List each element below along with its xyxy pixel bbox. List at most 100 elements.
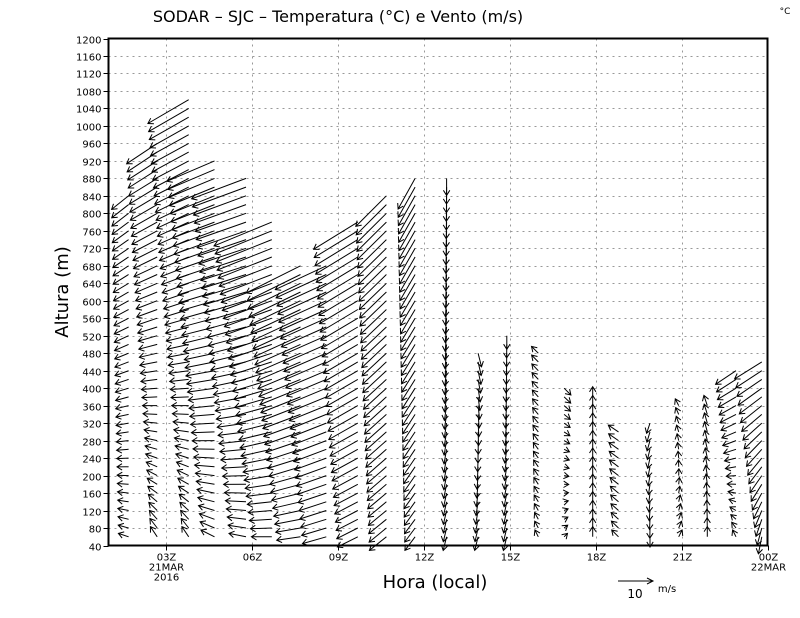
wind-vector — [397, 213, 416, 244]
wind-vector — [248, 291, 301, 319]
wind-vector — [197, 239, 247, 258]
wind-vector — [175, 265, 215, 281]
wind-vector — [111, 230, 129, 244]
wind-vector — [261, 405, 301, 423]
wind-vector — [230, 370, 272, 386]
wind-vector — [502, 440, 510, 456]
x-tick-label: 06Z — [243, 553, 263, 564]
wind-vector — [133, 265, 158, 278]
wind-vector — [743, 431, 763, 450]
wind-vector — [610, 520, 619, 529]
wind-vector — [747, 457, 763, 476]
wind-vector — [295, 475, 327, 488]
wind-vector — [284, 370, 327, 390]
wind-vector — [720, 431, 737, 440]
wind-vector — [127, 169, 158, 189]
wind-vector — [148, 116, 189, 141]
wind-vector — [745, 448, 763, 467]
wind-vector — [171, 410, 189, 418]
wind-vector — [442, 178, 451, 197]
wind-vector — [324, 378, 359, 399]
wind-vector — [263, 431, 301, 447]
wind-vector — [170, 204, 215, 224]
y-tick-label: 400 — [82, 385, 101, 396]
wind-vector — [502, 414, 510, 429]
wind-vector — [562, 507, 569, 515]
wind-vector — [200, 274, 247, 291]
wind-vector — [362, 387, 387, 410]
wind-vector — [189, 420, 215, 428]
wind-vector — [702, 446, 710, 459]
wind-vector — [111, 239, 129, 252]
wind-vector — [277, 291, 327, 316]
wind-vector — [403, 510, 416, 527]
wind-vector — [131, 239, 158, 254]
wind-vector — [561, 524, 569, 532]
wind-vector — [562, 489, 570, 497]
wind-vector — [225, 326, 272, 345]
wind-vector — [398, 248, 416, 277]
wind-vector — [360, 317, 387, 344]
wind-vector — [609, 494, 619, 503]
wind-vector — [214, 405, 247, 414]
wind-vector — [442, 300, 450, 318]
wind-column — [440, 178, 451, 552]
wind-vector — [291, 440, 327, 456]
wind-vector — [113, 335, 129, 344]
wind-vector — [589, 403, 597, 415]
wind-vector — [259, 387, 301, 407]
wind-vector — [355, 195, 387, 228]
wind-vector — [335, 527, 359, 540]
wind-vector — [196, 230, 247, 250]
wind-vector — [153, 177, 189, 198]
wind-vector — [442, 318, 450, 335]
wind-vector — [236, 413, 272, 426]
corner-unit-label: °C — [780, 7, 791, 17]
y-tick-label: 1200 — [76, 36, 101, 47]
wind-vector — [533, 511, 541, 520]
wind-vector — [561, 516, 569, 523]
wind-vector — [532, 441, 540, 450]
wind-vector — [675, 494, 683, 502]
wind-vector — [563, 396, 572, 404]
wind-vector — [474, 431, 483, 447]
wind-vector — [563, 446, 571, 454]
wind-vector — [476, 353, 484, 368]
y-tick-label: 440 — [82, 368, 101, 379]
y-tick-label: 280 — [82, 438, 101, 449]
wind-vector — [167, 177, 215, 199]
wind-vector — [139, 377, 158, 385]
wind-vector — [475, 405, 483, 421]
wind-vector — [364, 440, 387, 460]
wind-vector — [290, 422, 327, 439]
wind-vector — [751, 492, 763, 511]
wind-vector — [703, 499, 711, 511]
wind-column — [714, 370, 738, 538]
wind-vector — [530, 354, 539, 363]
wind-vector — [173, 247, 215, 265]
wind-vector — [441, 475, 449, 491]
wind-vector — [136, 317, 158, 327]
wind-vector — [137, 343, 158, 352]
wind-vector — [702, 403, 710, 415]
wind-vector — [362, 379, 387, 402]
y-tick-label: 720 — [82, 245, 101, 256]
wind-vector — [280, 326, 327, 349]
wind-vector — [138, 352, 158, 360]
wind-vector — [223, 489, 247, 497]
wind-vector — [215, 239, 272, 264]
wind-vector — [403, 466, 416, 485]
wind-vector — [112, 274, 129, 285]
wind-vector — [252, 326, 301, 351]
wind-vector — [145, 460, 158, 468]
wind-vector — [114, 370, 129, 378]
wind-vector — [735, 370, 763, 389]
wind-vector — [116, 488, 129, 496]
wind-vector — [563, 429, 571, 437]
wind-vector — [170, 393, 189, 402]
y-axis-label: Altura (m) — [52, 246, 73, 338]
wind-vector — [133, 274, 158, 287]
wind-vector — [200, 528, 215, 538]
wind-vector — [473, 501, 481, 517]
wind-vector — [645, 510, 654, 522]
